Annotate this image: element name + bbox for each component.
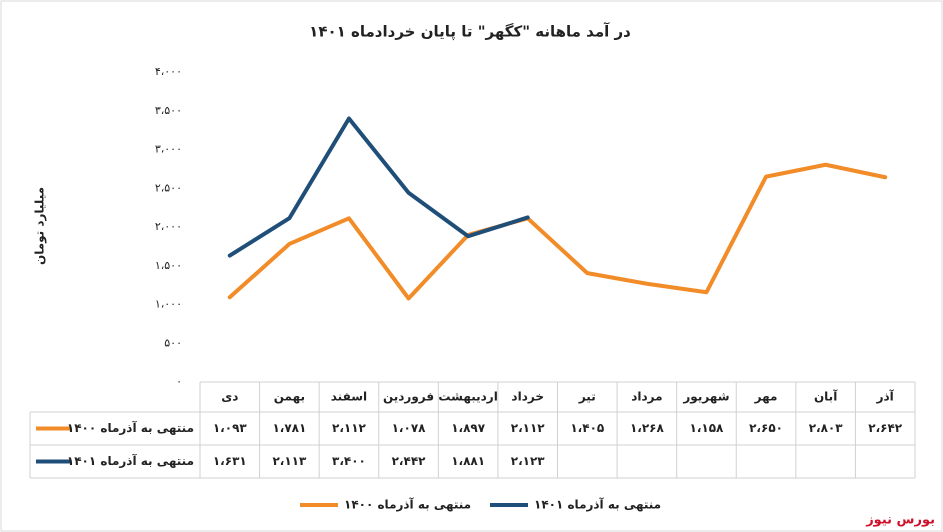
y-tick-label: ۵۰۰ [164,336,182,349]
data-label: ۲،۱۱۲ [511,421,546,435]
data-label: ۱،۴۰۵ [570,421,604,435]
row-label: منتهی به آذرماه ۱۴۰۱ [67,453,194,468]
row-label: منتهی به آذرماه ۱۴۰۰ [67,420,194,435]
data-label: ۲،۴۴۲ [392,454,427,468]
y-tick-label: ۲،۰۰۰ [155,220,182,233]
x-tick-label: اسفند [331,390,367,404]
data-label: ۲،۱۱۳ [272,454,307,468]
x-tick-label: آذر [876,389,895,404]
data-label: ۱،۷۸۱ [272,421,306,435]
x-tick-label: بهمن [274,390,305,404]
y-axis-label: میلیارد تومان [33,187,48,265]
source-label: بورس نیوز [865,513,935,528]
data-label: ۲،۶۵۰ [749,421,783,435]
data-label: ۱،۸۸۱ [451,454,485,468]
data-label: ۱،۶۳۱ [213,454,247,468]
legend-label: منتهی به آذرماه ۱۴۰۰ [344,497,471,512]
data-label: ۲،۸۰۳ [809,421,844,435]
y-tick-label: ۱،۰۰۰ [155,298,182,311]
x-tick-label: اردیبهشت [438,390,497,404]
data-label: ۳،۴۰۰ [332,454,366,468]
x-tick-label: فروردین [383,390,434,405]
data-label: ۲،۱۱۲ [332,421,367,435]
series-line [227,162,888,301]
legend-label: منتهی به آذرماه ۱۴۰۱ [534,497,661,512]
x-tick-label: مهر [754,390,778,404]
y-tick-label: ۲،۵۰۰ [155,181,182,194]
data-label: ۲،۱۲۳ [511,454,546,468]
chart-title: در آمد ماهانه "کگهر" تا پایان خردادماه ۱… [309,23,631,42]
data-label: ۱،۲۶۸ [630,421,665,435]
y-tick-label: ۴،۰۰۰ [155,65,182,78]
data-label: ۱،۰۷۸ [392,421,427,435]
y-tick-label: ۱،۵۰۰ [155,259,182,272]
x-tick-label: تیر [578,390,596,404]
y-tick-label: ۰ [176,375,182,388]
data-label: ۱،۱۵۸ [690,421,725,435]
series-line [227,116,530,258]
x-tick-label: شهریور [682,390,729,405]
data-label: ۱،۸۹۷ [451,421,486,435]
x-tick-label: آبان [814,389,838,404]
data-label: ۲،۶۴۲ [868,421,903,435]
x-tick-label: دی [221,390,238,404]
data-label: ۱،۰۹۳ [213,421,248,435]
x-tick-label: مرداد [631,390,662,404]
y-tick-label: ۳،۰۰۰ [155,143,182,156]
x-tick-label: خرداد [511,390,544,404]
y-tick-label: ۳،۵۰۰ [155,104,182,117]
